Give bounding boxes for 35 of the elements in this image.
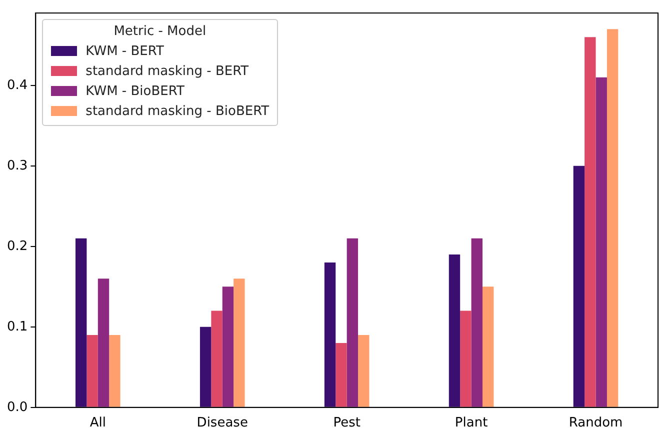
- legend-title: Metric - Model: [112, 24, 208, 39]
- bar: [460, 310, 472, 407]
- bar: [448, 254, 460, 407]
- bar: [109, 334, 120, 407]
- y-tick-label: 0.0: [6, 400, 28, 415]
- legend-label: KWM - BioBERT: [86, 84, 184, 98]
- bar: [211, 310, 222, 407]
- x-tick-label: Disease: [196, 416, 248, 431]
- bar: [222, 286, 234, 407]
- bar: [346, 238, 358, 407]
- bar: [606, 29, 618, 407]
- bar: [76, 238, 87, 407]
- bar: [200, 326, 212, 407]
- bar: [471, 238, 483, 407]
- y-tick-label: 0.2: [6, 238, 28, 254]
- x-tick-label: Plant: [454, 416, 488, 431]
- bar: [98, 278, 110, 407]
- bar: [358, 334, 370, 407]
- y-tick-label: 0.4: [6, 78, 28, 93]
- bar: [584, 37, 596, 407]
- x-tick-label: Random: [568, 416, 623, 431]
- x-tick-label: All: [90, 416, 106, 431]
- bar: [86, 334, 98, 407]
- legend-label: standard masking - BioBERT: [86, 104, 270, 118]
- legend-label: KWM - BERT: [86, 44, 164, 58]
- bar: [336, 343, 347, 407]
- bar: [234, 278, 245, 407]
- bar: [596, 77, 607, 407]
- bar: [324, 262, 336, 407]
- bar: [482, 286, 494, 407]
- x-tick-label: Pest: [333, 416, 360, 431]
- legend-label: standard masking - BERT: [86, 64, 249, 78]
- y-tick-label: 0.1: [6, 319, 28, 334]
- y-tick-label: 0.3: [6, 158, 28, 174]
- bar: [573, 166, 585, 407]
